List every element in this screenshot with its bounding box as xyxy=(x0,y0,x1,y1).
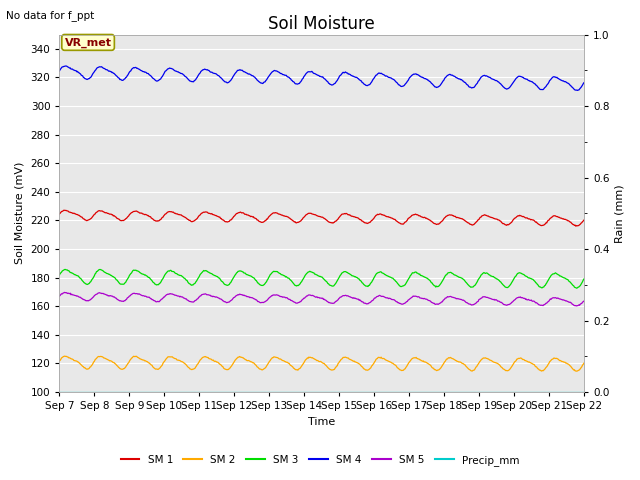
Legend: SM 1, SM 2, SM 3, SM 4, SM 5, Precip_mm: SM 1, SM 2, SM 3, SM 4, SM 5, Precip_mm xyxy=(116,451,524,470)
Text: No data for f_ppt: No data for f_ppt xyxy=(6,10,95,21)
Title: Soil Moisture: Soil Moisture xyxy=(268,15,375,33)
Text: VR_met: VR_met xyxy=(65,37,111,48)
X-axis label: Time: Time xyxy=(308,417,335,427)
Y-axis label: Soil Moisture (mV): Soil Moisture (mV) xyxy=(15,162,25,264)
Y-axis label: Rain (mm): Rain (mm) xyxy=(615,184,625,242)
